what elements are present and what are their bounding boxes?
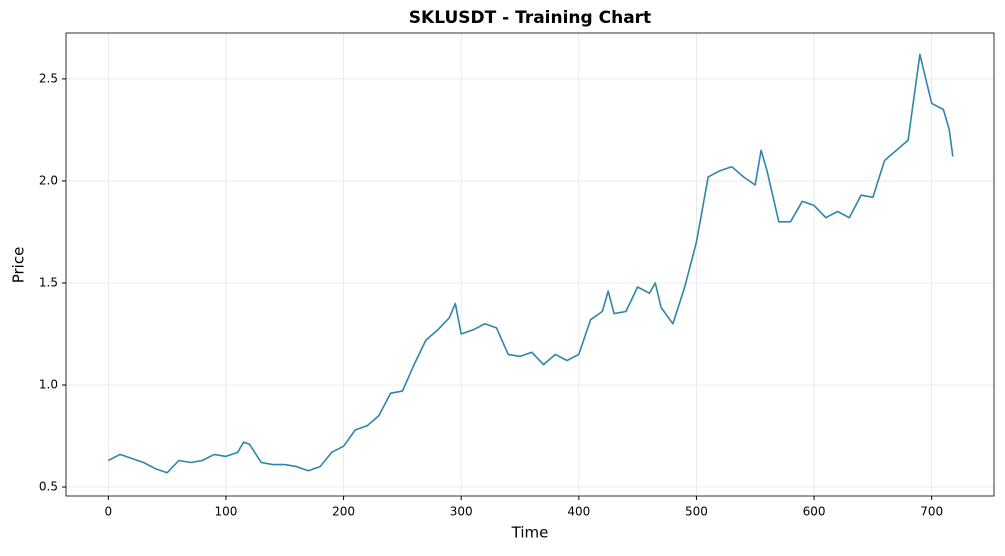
plot-frame [65, 32, 995, 497]
y-tick-label: 0.5 [39, 480, 58, 494]
y-tick-label: 2.0 [39, 173, 58, 187]
x-tick-label: 100 [215, 505, 238, 519]
chart-title: SKLUSDT - Training Chart [409, 8, 651, 28]
x-tick-label: 700 [920, 505, 943, 519]
y-axis-label: Price [10, 247, 28, 284]
x-tick-label: 500 [685, 505, 708, 519]
y-tick-label: 1.0 [39, 377, 58, 391]
x-tick-label: 200 [332, 505, 355, 519]
x-tick-label: 400 [567, 505, 590, 519]
x-tick-label: 0 [105, 505, 113, 519]
y-tick-label: 2.5 [39, 71, 58, 85]
x-axis-label: Time [511, 524, 549, 542]
y-tick-label: 1.5 [39, 275, 58, 289]
x-tick-label: 600 [803, 505, 826, 519]
price-line [107, 53, 954, 474]
x-tick-label: 300 [450, 505, 473, 519]
